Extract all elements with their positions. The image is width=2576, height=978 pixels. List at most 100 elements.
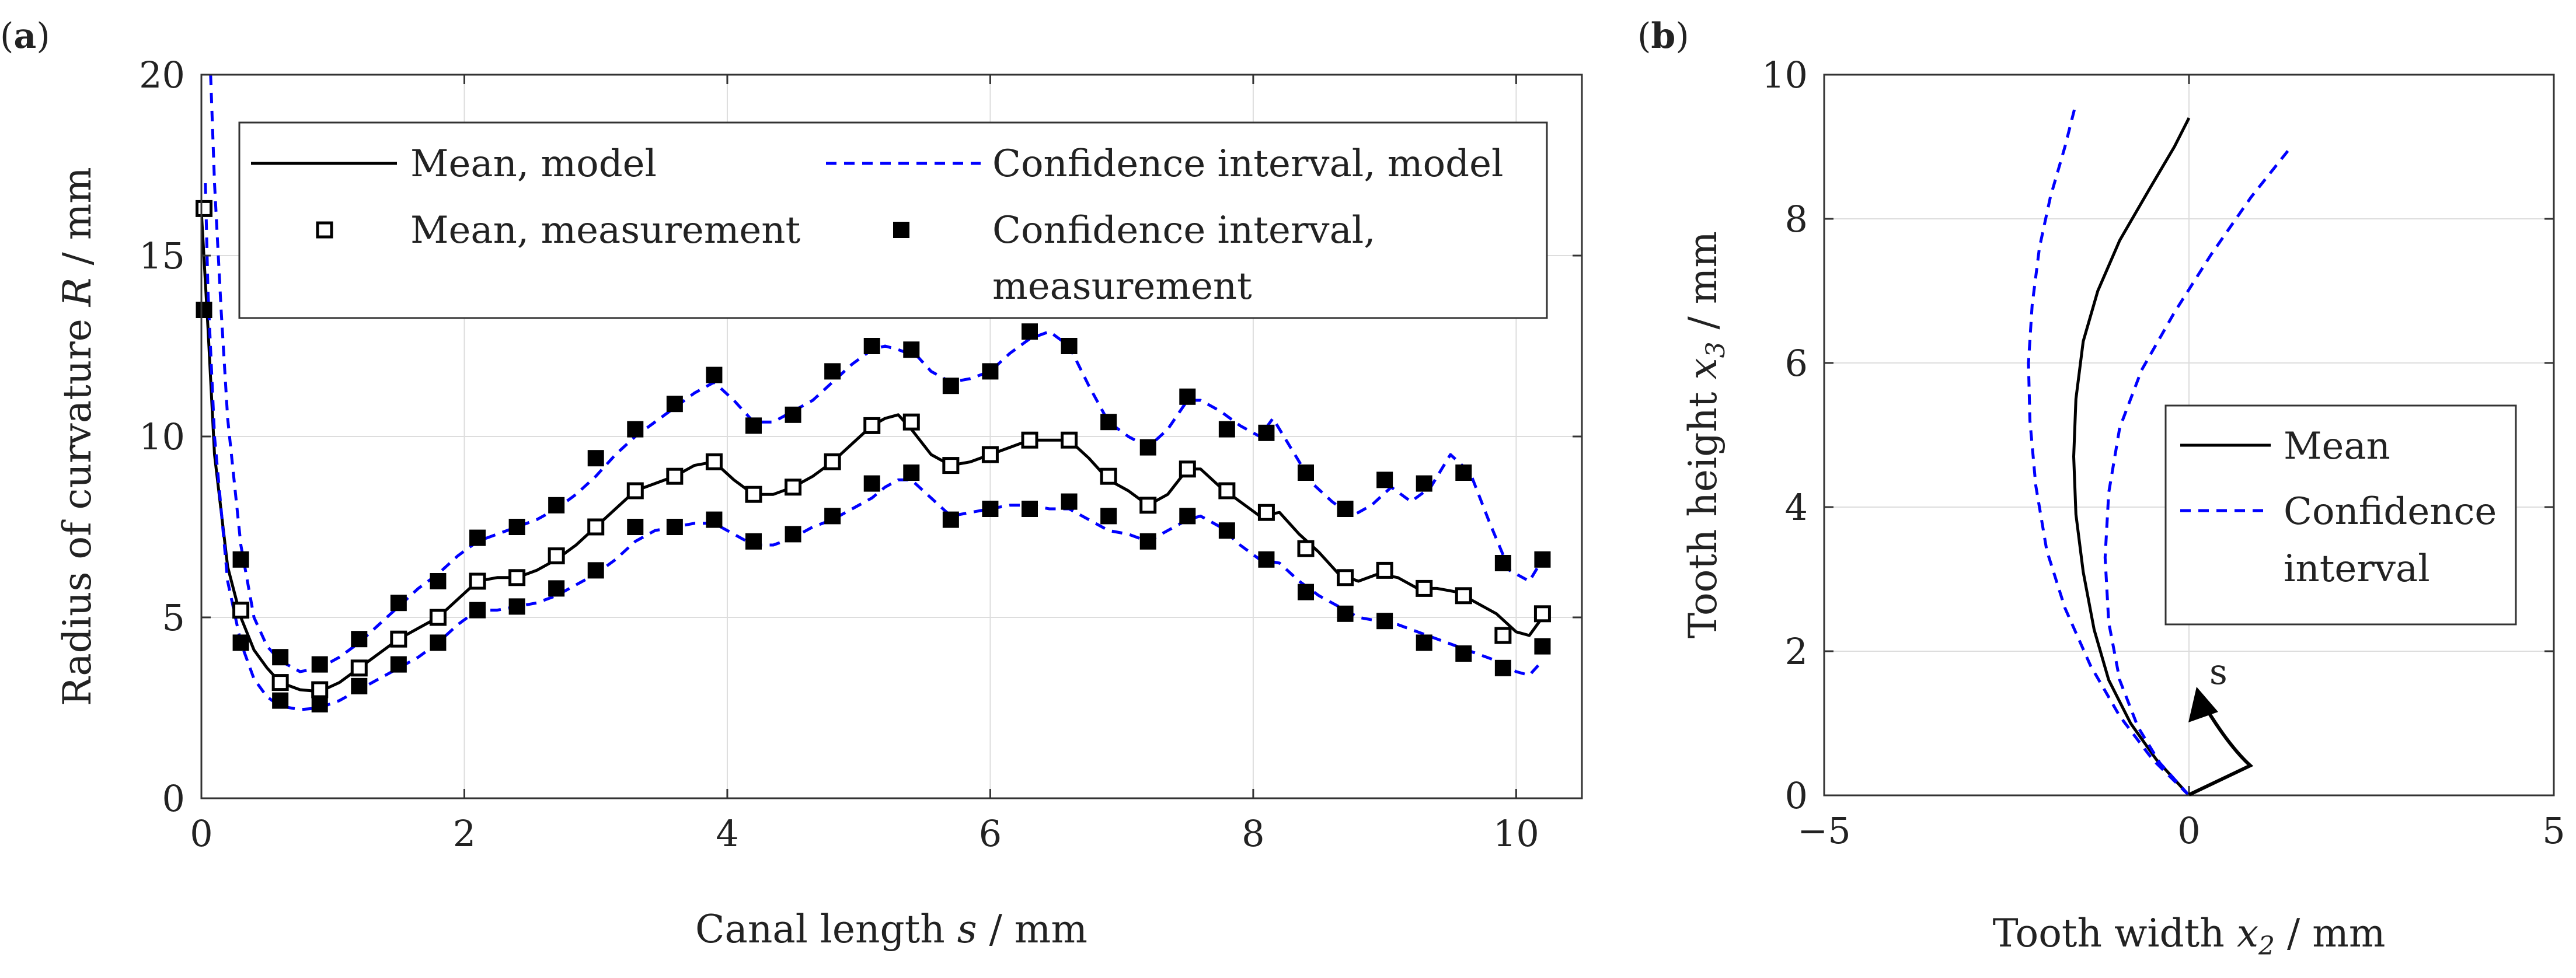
a-point-confidence-interval-measurement [196,302,212,318]
a-point-confidence-interval-measurement [430,634,447,651]
a-point-confidence-interval-measurement [1258,424,1275,441]
a-point-mean-measurement [587,518,605,536]
a-xtick-label: 8 [1242,812,1264,855]
a-point-confidence-interval-measurement [469,602,486,619]
a-point-confidence-interval-measurement [351,631,368,648]
a-point-mean-measurement [311,681,329,698]
a-ytick-label: 15 [139,235,185,277]
a-point-confidence-interval-measurement [1298,464,1314,481]
a-point-confidence-interval-measurement [1455,645,1472,662]
a-point-confidence-interval-measurement [272,692,289,709]
a-point-mean-measurement [1218,482,1236,500]
a-point-confidence-interval-measurement [1100,414,1117,431]
b-ytick-label: 8 [1785,198,1808,240]
a-point-confidence-interval-measurement [1022,501,1038,517]
panel-b-legend-box [2164,404,2517,626]
a-point-confidence-interval-measurement [430,573,447,589]
b-xtick-label: −5 [1797,809,1850,852]
b-xtick-label: 5 [2542,809,2565,852]
a-xtick-label: 6 [979,812,1002,855]
a-point-mean-measurement [350,659,368,677]
panel-b-series [2027,103,2292,795]
a-point-confidence-interval-measurement [1298,584,1314,600]
panel-b-xlabel: Tooth width x2 / mm [1993,911,2386,961]
panel-a-xlabel: Canal length s / mm [695,907,1087,952]
a-point-confidence-interval-measurement [666,519,683,535]
a-point-mean-measurement [1494,627,1512,644]
a-point-confidence-interval-measurement [942,378,959,394]
a-point-confidence-interval-measurement [548,497,565,514]
a-point-confidence-interval-measurement [1376,613,1393,630]
a-point-mean-measurement [1021,431,1038,449]
a-point-mean-measurement [1100,467,1117,485]
panel-b-ylabel: Tooth height x3 / mm [1681,231,1731,638]
a-xtick-label: 10 [1493,812,1539,855]
a-point-mean-measurement [390,630,407,648]
panel-b-legend: Mean Confidence interval [2164,404,2517,626]
a-point-mean-measurement [745,485,762,503]
a-xtick-label: 4 [716,812,738,855]
a-series-line-confidence-interval-model [204,183,1544,711]
a-point-confidence-interval-measurement [745,533,762,550]
a-point-mean-measurement [626,482,644,500]
a-point-mean-measurement [824,453,841,470]
legend-ci-model: Confidence interval, model [992,142,1503,186]
a-point-confidence-interval-measurement [785,406,801,423]
legend-mean-model: Mean, model [410,142,657,186]
a-point-confidence-interval-measurement [1455,464,1472,481]
a-point-confidence-interval-measurement [1534,638,1551,655]
a-point-confidence-interval-measurement [942,511,959,528]
a-point-confidence-interval-measurement [903,464,920,481]
a-point-confidence-interval-measurement [1534,551,1551,568]
panel-b-label: (b) [1637,16,1689,57]
a-point-confidence-interval-measurement [1494,555,1511,571]
legend-ci-meas-line2: measurement [992,265,1252,308]
a-point-confidence-interval-measurement [706,511,723,528]
a-point-confidence-interval-measurement [548,580,565,597]
legend-swatch-ci-meas [893,222,909,238]
panel-a-letter: a [13,16,36,57]
a-point-confidence-interval-measurement [311,696,328,712]
a-point-mean-measurement [1376,561,1393,579]
a-point-mean-measurement [1139,497,1157,514]
a-point-confidence-interval-measurement [1100,508,1117,525]
panel-a-legend-box [238,121,1548,319]
a-point-confidence-interval-measurement [1061,338,1078,354]
a-series-line-mean-model [201,212,1544,693]
a-point-confidence-interval-measurement [1139,533,1156,550]
a-point-mean-measurement [1061,431,1078,449]
a-point-confidence-interval-measurement [272,649,289,666]
a-point-confidence-interval-measurement [863,475,880,492]
s-arrowhead [2188,687,2218,722]
a-ytick-label: 20 [139,54,185,96]
a-point-mean-measurement [1455,587,1472,605]
panel-a-ticks: 0 2 4 6 8 10 0 5 10 15 20 [139,54,1582,855]
a-point-confidence-interval-measurement [1179,388,1196,405]
a-point-confidence-interval-measurement [390,656,407,673]
a-point-mean-measurement [666,467,684,485]
a-point-confidence-interval-measurement [785,526,801,543]
a-point-confidence-interval-measurement [508,598,525,615]
b-ytick-label: 4 [1785,486,1808,529]
a-point-mean-measurement [1533,605,1551,623]
a-ytick-label: 0 [162,777,185,820]
legend-mean: Mean [2284,425,2390,468]
a-point-mean-measurement [1337,569,1354,586]
a-point-confidence-interval-measurement [390,595,407,612]
b-series-line-confidence-interval [2027,103,2190,795]
b-ytick-label: 6 [1785,342,1808,385]
a-point-confidence-interval-measurement [1494,659,1511,676]
a-point-confidence-interval-measurement [1218,522,1235,539]
a-ytick-label: 5 [162,596,185,639]
a-point-confidence-interval-measurement [1179,508,1196,525]
a-point-confidence-interval-measurement [706,366,723,383]
panel-b-letter: b [1651,16,1675,57]
panel-a-legend: Mean, model Confidence interval, model M… [238,121,1548,319]
a-point-confidence-interval-measurement [1022,323,1038,340]
a-point-confidence-interval-measurement [1139,439,1156,456]
